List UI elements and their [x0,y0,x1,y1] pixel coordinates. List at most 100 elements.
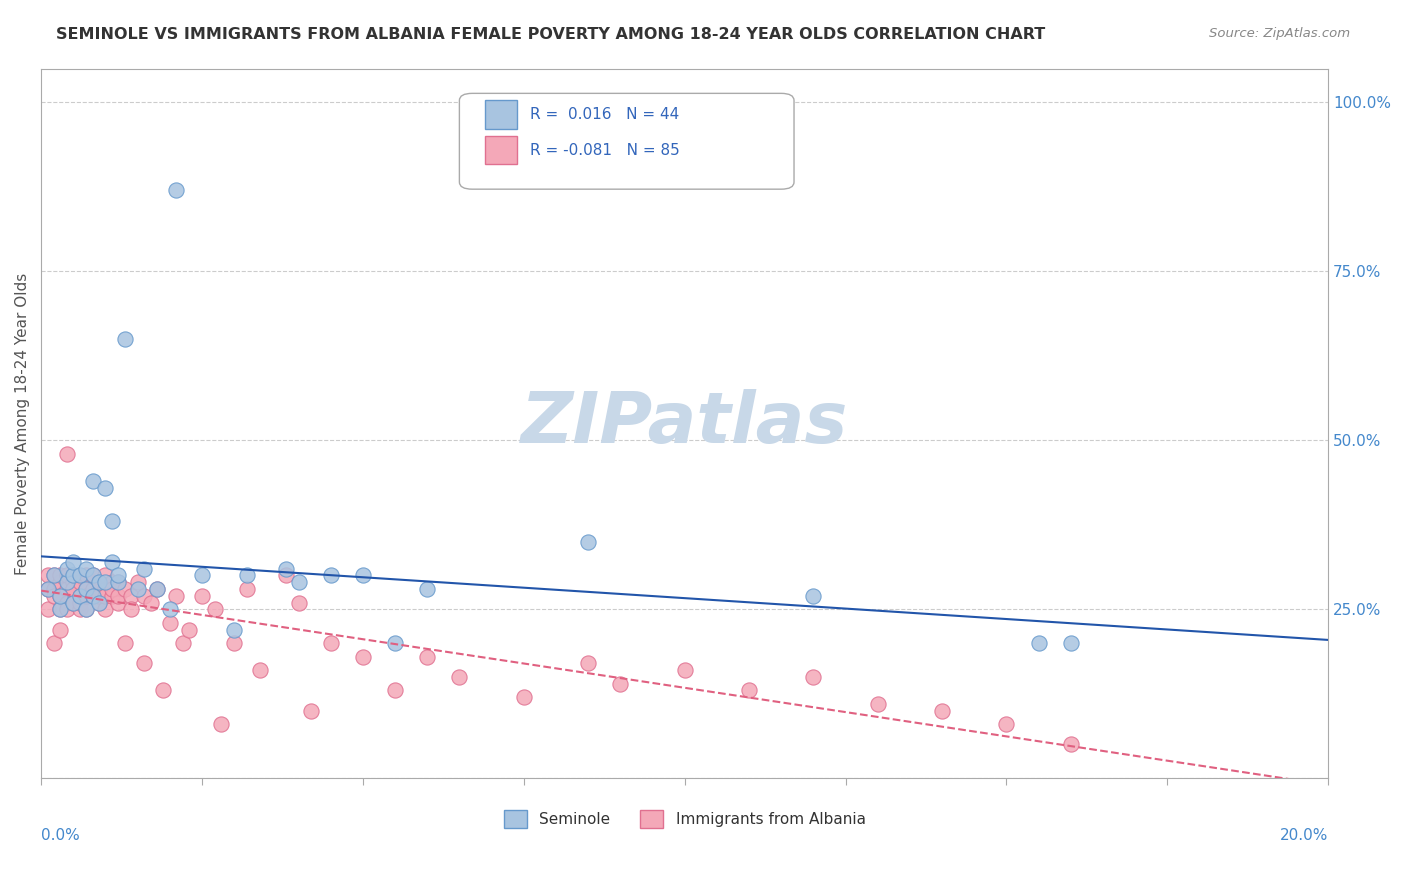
Point [114,332,136,346]
Text: 0.0%: 0.0% [41,828,80,843]
Point [576,534,599,549]
Point [319,636,342,650]
Point [75,582,97,596]
Point [56,575,79,590]
Point [114,636,136,650]
Point [101,515,124,529]
Point [738,683,761,698]
Point [159,615,181,630]
Point [995,717,1018,731]
Point [146,582,169,596]
Point [152,683,174,698]
Point [132,562,155,576]
Point [42,582,65,596]
Point [107,595,129,609]
Point [120,589,142,603]
Point [62,595,84,609]
Point [673,663,696,677]
Point [449,670,471,684]
Point [101,555,124,569]
Point [107,575,129,590]
Point [101,589,124,603]
Point [87,595,110,609]
Y-axis label: Female Poverty Among 18-24 Year Olds: Female Poverty Among 18-24 Year Olds [15,272,30,574]
Point [576,657,599,671]
Point [120,602,142,616]
Point [49,602,72,616]
Point [274,568,297,582]
Point [56,568,79,582]
Text: SEMINOLE VS IMMIGRANTS FROM ALBANIA FEMALE POVERTY AMONG 18-24 YEAR OLDS CORRELA: SEMINOLE VS IMMIGRANTS FROM ALBANIA FEMA… [56,27,1046,42]
Point [82,568,104,582]
Point [165,183,187,197]
Point [62,595,84,609]
Point [56,562,79,576]
Point [69,575,91,590]
Point [56,602,79,616]
Point [69,595,91,609]
Point [87,582,110,596]
Text: ZIPatlas: ZIPatlas [522,389,848,458]
FancyBboxPatch shape [460,94,794,189]
Legend: Seminole, Immigrants from Albania: Seminole, Immigrants from Albania [498,804,872,835]
Point [49,575,72,590]
Point [49,602,72,616]
Point [62,555,84,569]
Point [37,568,59,582]
Point [69,602,91,616]
Point [42,589,65,603]
Point [56,582,79,596]
Point [249,663,271,677]
Point [69,589,91,603]
Point [94,481,117,495]
Point [49,589,72,603]
Point [236,568,259,582]
Point [87,575,110,590]
Point [94,575,117,590]
Point [114,582,136,596]
Point [165,589,187,603]
Point [191,589,214,603]
Point [801,670,824,684]
Point [37,582,59,596]
Point [159,602,181,616]
Point [94,602,117,616]
Point [172,636,194,650]
Point [75,562,97,576]
Point [62,568,84,582]
Point [107,575,129,590]
Point [146,582,169,596]
Point [101,582,124,596]
Point [56,447,79,461]
Point [87,575,110,590]
Point [299,704,322,718]
Point [87,595,110,609]
Point [931,704,953,718]
Point [1060,738,1083,752]
Point [127,582,149,596]
Point [224,623,246,637]
Point [69,568,91,582]
Point [179,623,201,637]
Point [62,575,84,590]
Point [609,676,631,690]
Point [224,636,246,650]
Point [82,474,104,488]
Text: 20.0%: 20.0% [1279,828,1329,843]
Point [132,589,155,603]
Point [94,582,117,596]
Point [94,589,117,603]
Point [56,595,79,609]
Point [236,582,259,596]
Point [384,636,406,650]
Point [37,602,59,616]
Point [75,602,97,616]
Point [82,589,104,603]
Point [287,575,309,590]
Point [866,697,889,711]
Point [62,582,84,596]
Point [75,582,97,596]
Point [204,602,226,616]
Point [416,649,439,664]
Point [37,582,59,596]
